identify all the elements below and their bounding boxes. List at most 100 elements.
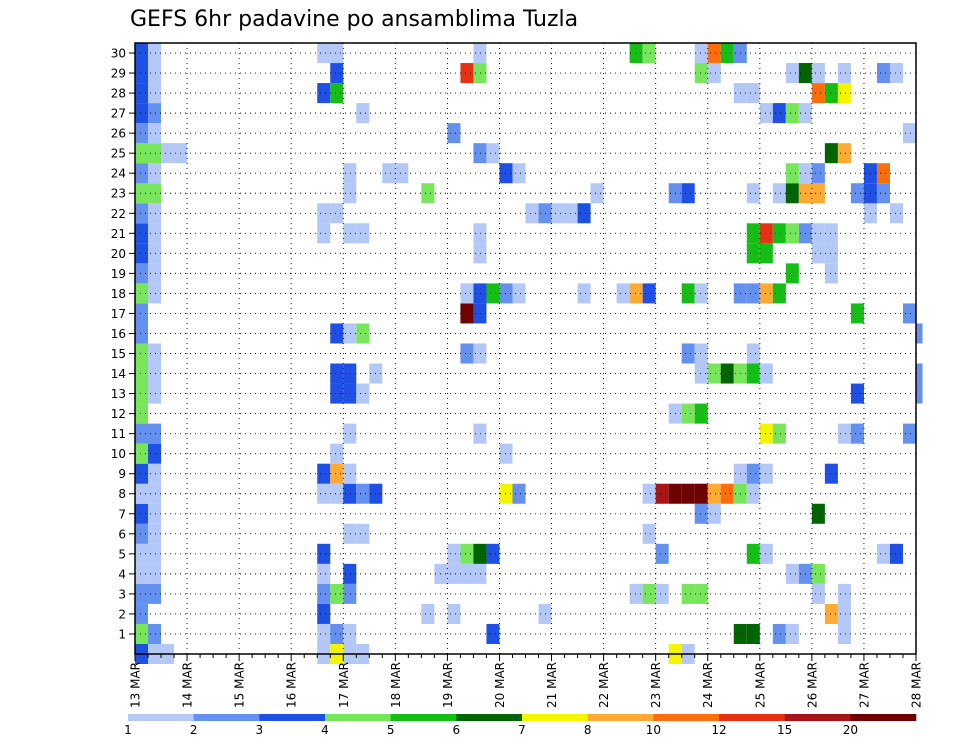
heatmap-cell xyxy=(421,603,435,624)
heatmap-cell xyxy=(148,523,162,544)
heatmap-cell xyxy=(317,463,331,484)
y-tick-label: 4 xyxy=(118,567,126,581)
heatmap-cell xyxy=(681,343,695,364)
colorbar-swatch xyxy=(193,714,260,721)
heatmap-cell xyxy=(681,483,695,504)
heatmap-cell xyxy=(135,363,149,384)
heatmap-cell xyxy=(916,323,923,344)
heatmap-cell xyxy=(720,43,734,64)
heatmap-cell xyxy=(330,383,344,404)
heatmap-cell xyxy=(148,243,162,264)
x-tick-label: 18 MAR xyxy=(389,662,403,708)
heatmap-cell xyxy=(850,303,864,324)
y-tick-label: 15 xyxy=(111,347,126,361)
x-tick-label: 27 MAR xyxy=(857,662,871,708)
heatmap-cell xyxy=(330,43,344,64)
heatmap-cell xyxy=(148,383,162,404)
heatmap-cell xyxy=(330,483,344,504)
heatmap-cell xyxy=(811,563,825,584)
colorbar-swatch xyxy=(850,714,917,721)
heatmap-cell xyxy=(135,163,149,184)
heatmap-cell xyxy=(135,63,149,84)
colorbar-swatch xyxy=(587,714,654,721)
heatmap-cell xyxy=(148,463,162,484)
heatmap-cell xyxy=(317,83,331,104)
heatmap-cell xyxy=(317,603,331,624)
heatmap-cell xyxy=(421,183,435,204)
heatmap-cell xyxy=(460,303,474,324)
heatmap-cell xyxy=(447,563,461,584)
y-tick-label: 5 xyxy=(118,547,126,561)
heatmap-cell xyxy=(343,523,357,544)
heatmap-cell xyxy=(135,223,149,244)
heatmap-cell xyxy=(707,63,721,84)
heatmap-cell xyxy=(772,223,786,244)
heatmap-cell xyxy=(135,103,149,124)
plot-frame xyxy=(134,42,917,655)
heatmap-cell xyxy=(343,323,357,344)
heatmap-cell xyxy=(746,363,760,384)
heatmap-cells xyxy=(135,43,923,665)
heatmap-cell xyxy=(512,163,526,184)
colorbar-label: 8 xyxy=(584,723,592,737)
x-tick-label: 23 MAR xyxy=(649,662,663,708)
heatmap-cell xyxy=(694,403,708,424)
y-tick-label: 21 xyxy=(111,227,126,241)
heatmap-cell xyxy=(343,363,357,384)
colorbar-label: 2 xyxy=(190,723,198,737)
y-tick-label: 3 xyxy=(118,587,126,601)
heatmap-cell xyxy=(135,523,149,544)
heatmap-cell xyxy=(330,443,344,464)
heatmap-cell xyxy=(629,43,643,64)
heatmap-cell xyxy=(759,543,773,564)
heatmap-cell xyxy=(642,283,656,304)
heatmap-cell xyxy=(317,43,331,64)
colorbar-label: 1 xyxy=(124,723,132,737)
heatmap-cell xyxy=(785,563,799,584)
y-tick-label: 8 xyxy=(118,487,126,501)
heatmap-cell xyxy=(330,463,344,484)
y-tick-label: 9 xyxy=(118,467,126,481)
heatmap-cell xyxy=(356,103,370,124)
x-tick-label: 28 MAR xyxy=(910,662,924,708)
heatmap-cell xyxy=(135,423,149,444)
heatmap-cell xyxy=(720,363,734,384)
colorbar-label: 15 xyxy=(777,723,792,737)
heatmap-cell xyxy=(824,143,838,164)
heatmap-cell xyxy=(759,283,773,304)
colorbar: 1 2 3 4 5 6 7 8 10 12 15 20 xyxy=(124,714,917,737)
heatmap-cell xyxy=(135,443,149,464)
heatmap-cell xyxy=(473,423,487,444)
heatmap-cell xyxy=(330,583,344,604)
heatmap-cell xyxy=(330,623,344,644)
heatmap-cell xyxy=(148,423,162,444)
heatmap-cell xyxy=(902,123,916,144)
heatmap-cell xyxy=(759,223,773,244)
heatmap-cell xyxy=(382,163,396,184)
heatmap-cell xyxy=(460,63,474,84)
heatmap-cell xyxy=(343,163,357,184)
heatmap-cell xyxy=(148,623,162,644)
y-tick-label: 30 xyxy=(111,47,126,61)
heatmap-cell xyxy=(590,183,604,204)
heatmap-cell xyxy=(629,283,643,304)
heatmap-cell xyxy=(356,223,370,244)
heatmap-cell xyxy=(837,603,851,624)
heatmap-cell xyxy=(694,343,708,364)
heatmap-cell xyxy=(837,143,851,164)
heatmap-cell xyxy=(343,223,357,244)
x-tick-label: 25 MAR xyxy=(753,662,767,708)
heatmap-cell xyxy=(694,363,708,384)
heatmap-cell xyxy=(148,203,162,224)
heatmap-cell xyxy=(681,583,695,604)
heatmap-cell xyxy=(135,623,149,644)
heatmap-cell xyxy=(746,623,760,644)
heatmap-cell xyxy=(746,483,760,504)
y-tick-label: 19 xyxy=(111,267,126,281)
heatmap-cell xyxy=(837,623,851,644)
heatmap-cell xyxy=(642,483,656,504)
heatmap-cell xyxy=(135,303,149,324)
heatmap-cell xyxy=(772,103,786,124)
heatmap-cell xyxy=(135,183,149,204)
colorbar-label: 3 xyxy=(256,723,264,737)
